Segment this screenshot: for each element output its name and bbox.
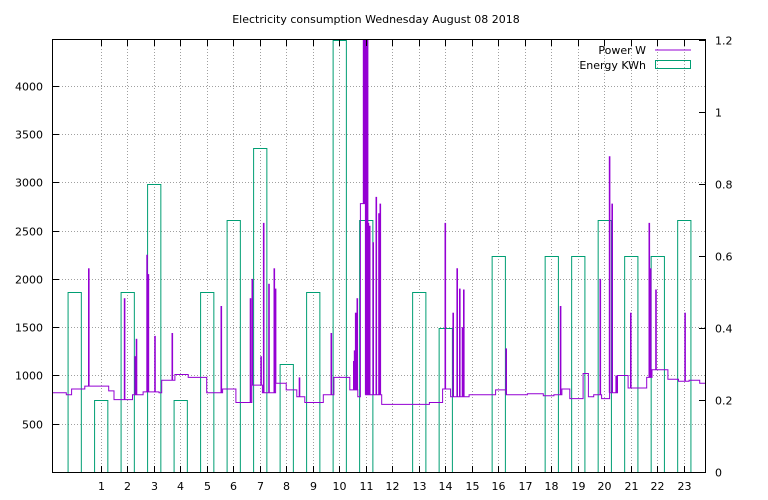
y2-tick-label: 0.2	[715, 395, 733, 408]
y-tick-label: 1500	[15, 322, 43, 335]
y-tick-label: 3000	[15, 177, 43, 190]
x-tick-label: 11	[360, 480, 374, 493]
y2-tick-label: 0.6	[715, 251, 733, 264]
legend-energy-swatch	[655, 60, 691, 69]
energy-bar	[67, 292, 82, 473]
x-tick-label: 15	[466, 480, 480, 493]
x-tick-label: 16	[492, 480, 506, 493]
power-series	[53, 40, 705, 405]
legend: Power W Energy KWh	[579, 44, 691, 72]
y-tick-label: 4000	[15, 81, 43, 94]
x-tick-label: 4	[177, 480, 184, 493]
x-tick-label: 21	[625, 480, 639, 493]
x-tick-label: 7	[257, 480, 264, 493]
x-tick-label: 22	[651, 480, 665, 493]
x-tick-label: 1	[98, 480, 105, 493]
x-tick-label: 2	[124, 480, 131, 493]
plot-frame	[52, 39, 706, 473]
y2-tick-label: 0	[715, 467, 722, 480]
legend-energy-label: Energy KWh	[579, 59, 646, 72]
x-tick-label: 20	[598, 480, 612, 493]
y-tick-label: 3500	[15, 129, 43, 142]
x-tick-label: 9	[310, 480, 317, 493]
y-axis-right: 0 0.2 0.4 0.6 0.8 1 1.2	[699, 35, 733, 480]
y2-tick-label: 1	[715, 107, 722, 120]
x-tick-label: 6	[230, 480, 237, 493]
x-tick-label: 8	[283, 480, 290, 493]
x-tick-label: 3	[151, 480, 158, 493]
x-tick-label: 14	[439, 480, 453, 493]
y2-tick-label: 0.8	[715, 179, 733, 192]
y2-tick-label: 0.4	[715, 323, 733, 336]
x-tick-label: 17	[519, 480, 533, 493]
chart-title: Electricity consumption Wednesday August…	[232, 13, 520, 26]
x-tick-label: 19	[572, 480, 586, 493]
y-tick-label: 2000	[15, 274, 43, 287]
x-tick-label: 18	[545, 480, 559, 493]
y-tick-label: 1000	[15, 370, 43, 383]
x-tick-label: 13	[413, 480, 427, 493]
x-tick-label: 5	[204, 480, 211, 493]
x-axis: 1 2 3 4 5 6 7 8 9 10 11 12 13 14 15 16 17 18 19 20 21 22 23	[98, 40, 692, 493]
x-tick-label: 10	[333, 480, 347, 493]
legend-power-label: Power W	[598, 44, 646, 57]
y-tick-label: 2500	[15, 226, 43, 239]
x-tick-label: 23	[678, 480, 692, 493]
x-tick-label: 12	[386, 480, 400, 493]
y2-tick-label: 1.2	[715, 35, 733, 48]
y-tick-label: 500	[22, 419, 43, 432]
y-axis-left: 500 1000 1500 2000 2500 3000 3500 4000	[15, 81, 59, 432]
